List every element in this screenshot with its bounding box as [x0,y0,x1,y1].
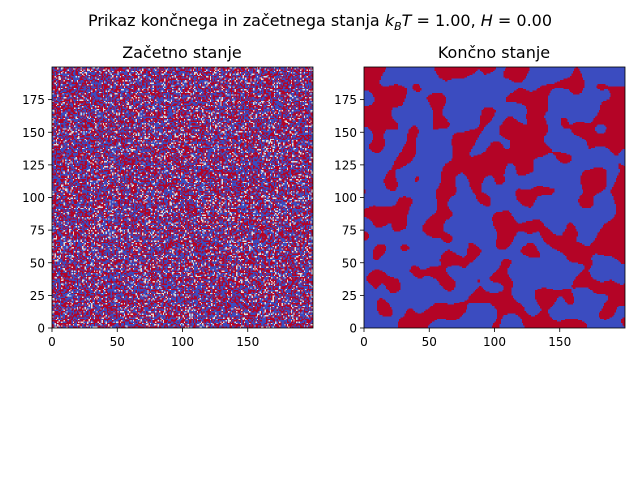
ticks-final: 0 50 100 150 0 25 50 75 100 125 150 175 [334,93,571,349]
x-tick-label: 150 [548,335,571,349]
y-tick-label: 0 [349,322,357,336]
ticks-initial: 0 50 100 150 0 25 50 75 100 125 150 175 [22,93,259,349]
y-tick-label: 0 [37,322,45,336]
y-tick-label: 25 [30,289,45,303]
y-tick-label: 75 [30,224,45,238]
y-tick-label: 150 [22,126,45,140]
y-tick-label: 100 [334,191,357,205]
y-tick-label: 175 [22,93,45,107]
figure-suptitle: Prikaz končnega in začetnega stanja kBT … [88,11,552,33]
y-tick-label: 125 [22,158,45,172]
x-tick-label: 50 [110,335,125,349]
x-tick-label: 50 [422,335,437,349]
y-tick-label: 75 [342,224,357,238]
y-tick-label: 175 [334,93,357,107]
suptitle-text: Prikaz končnega in začetnega stanja [88,11,385,30]
y-tick-label: 150 [334,126,357,140]
x-tick-label: 100 [483,335,506,349]
axes-title-final: Končno stanje [438,43,550,62]
panel-initial-state: Začetno stanje 0 50 100 150 0 25 50 75 100 125 150… [22,43,314,349]
x-tick-label: 150 [236,335,259,349]
x-tick-label: 0 [360,335,368,349]
heatmap-image [52,67,313,328]
x-tick-label: 0 [48,335,56,349]
panel-final-state: Končno stanje 0 50 100 150 0 25 50 75 100 125 150 1… [334,43,626,349]
heatmap-image [364,67,625,328]
x-tick-label: 100 [171,335,194,349]
axes-title-initial: Začetno stanje [122,43,242,62]
y-tick-label: 125 [334,158,357,172]
y-tick-label: 50 [342,256,357,270]
heatmap-final [364,67,625,328]
heatmap-initial [52,67,313,328]
y-tick-label: 100 [22,191,45,205]
y-tick-label: 25 [342,289,357,303]
y-tick-label: 50 [30,256,45,270]
